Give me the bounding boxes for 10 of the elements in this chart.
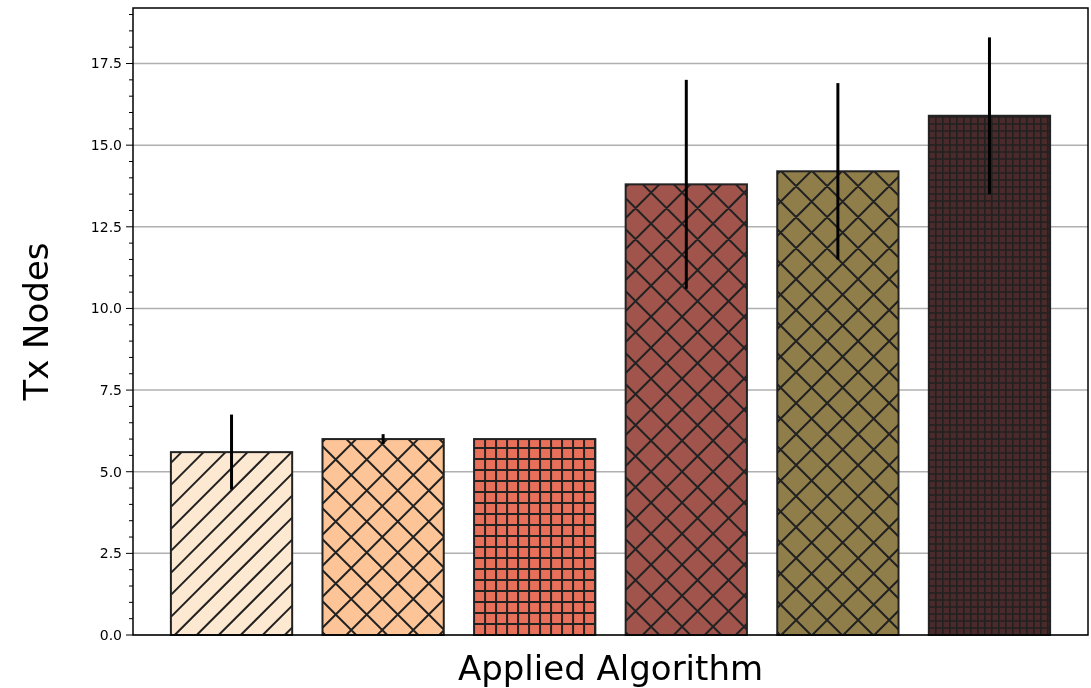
y-tick-label: 10.0	[90, 300, 122, 317]
y-tick-label: 5.0	[99, 463, 122, 480]
y-tick-label: 2.5	[99, 545, 122, 562]
y-tick-label: 7.5	[99, 381, 122, 398]
y-tick-label: 17.5	[90, 55, 122, 72]
y-axis-title: Tx Nodes	[16, 242, 56, 402]
y-tick-label: 12.5	[90, 218, 122, 235]
x-axis-title: Applied Algorithm	[457, 648, 764, 688]
y-tick-label: 0.0	[99, 626, 122, 643]
y-tick-label: 15.0	[90, 137, 122, 154]
